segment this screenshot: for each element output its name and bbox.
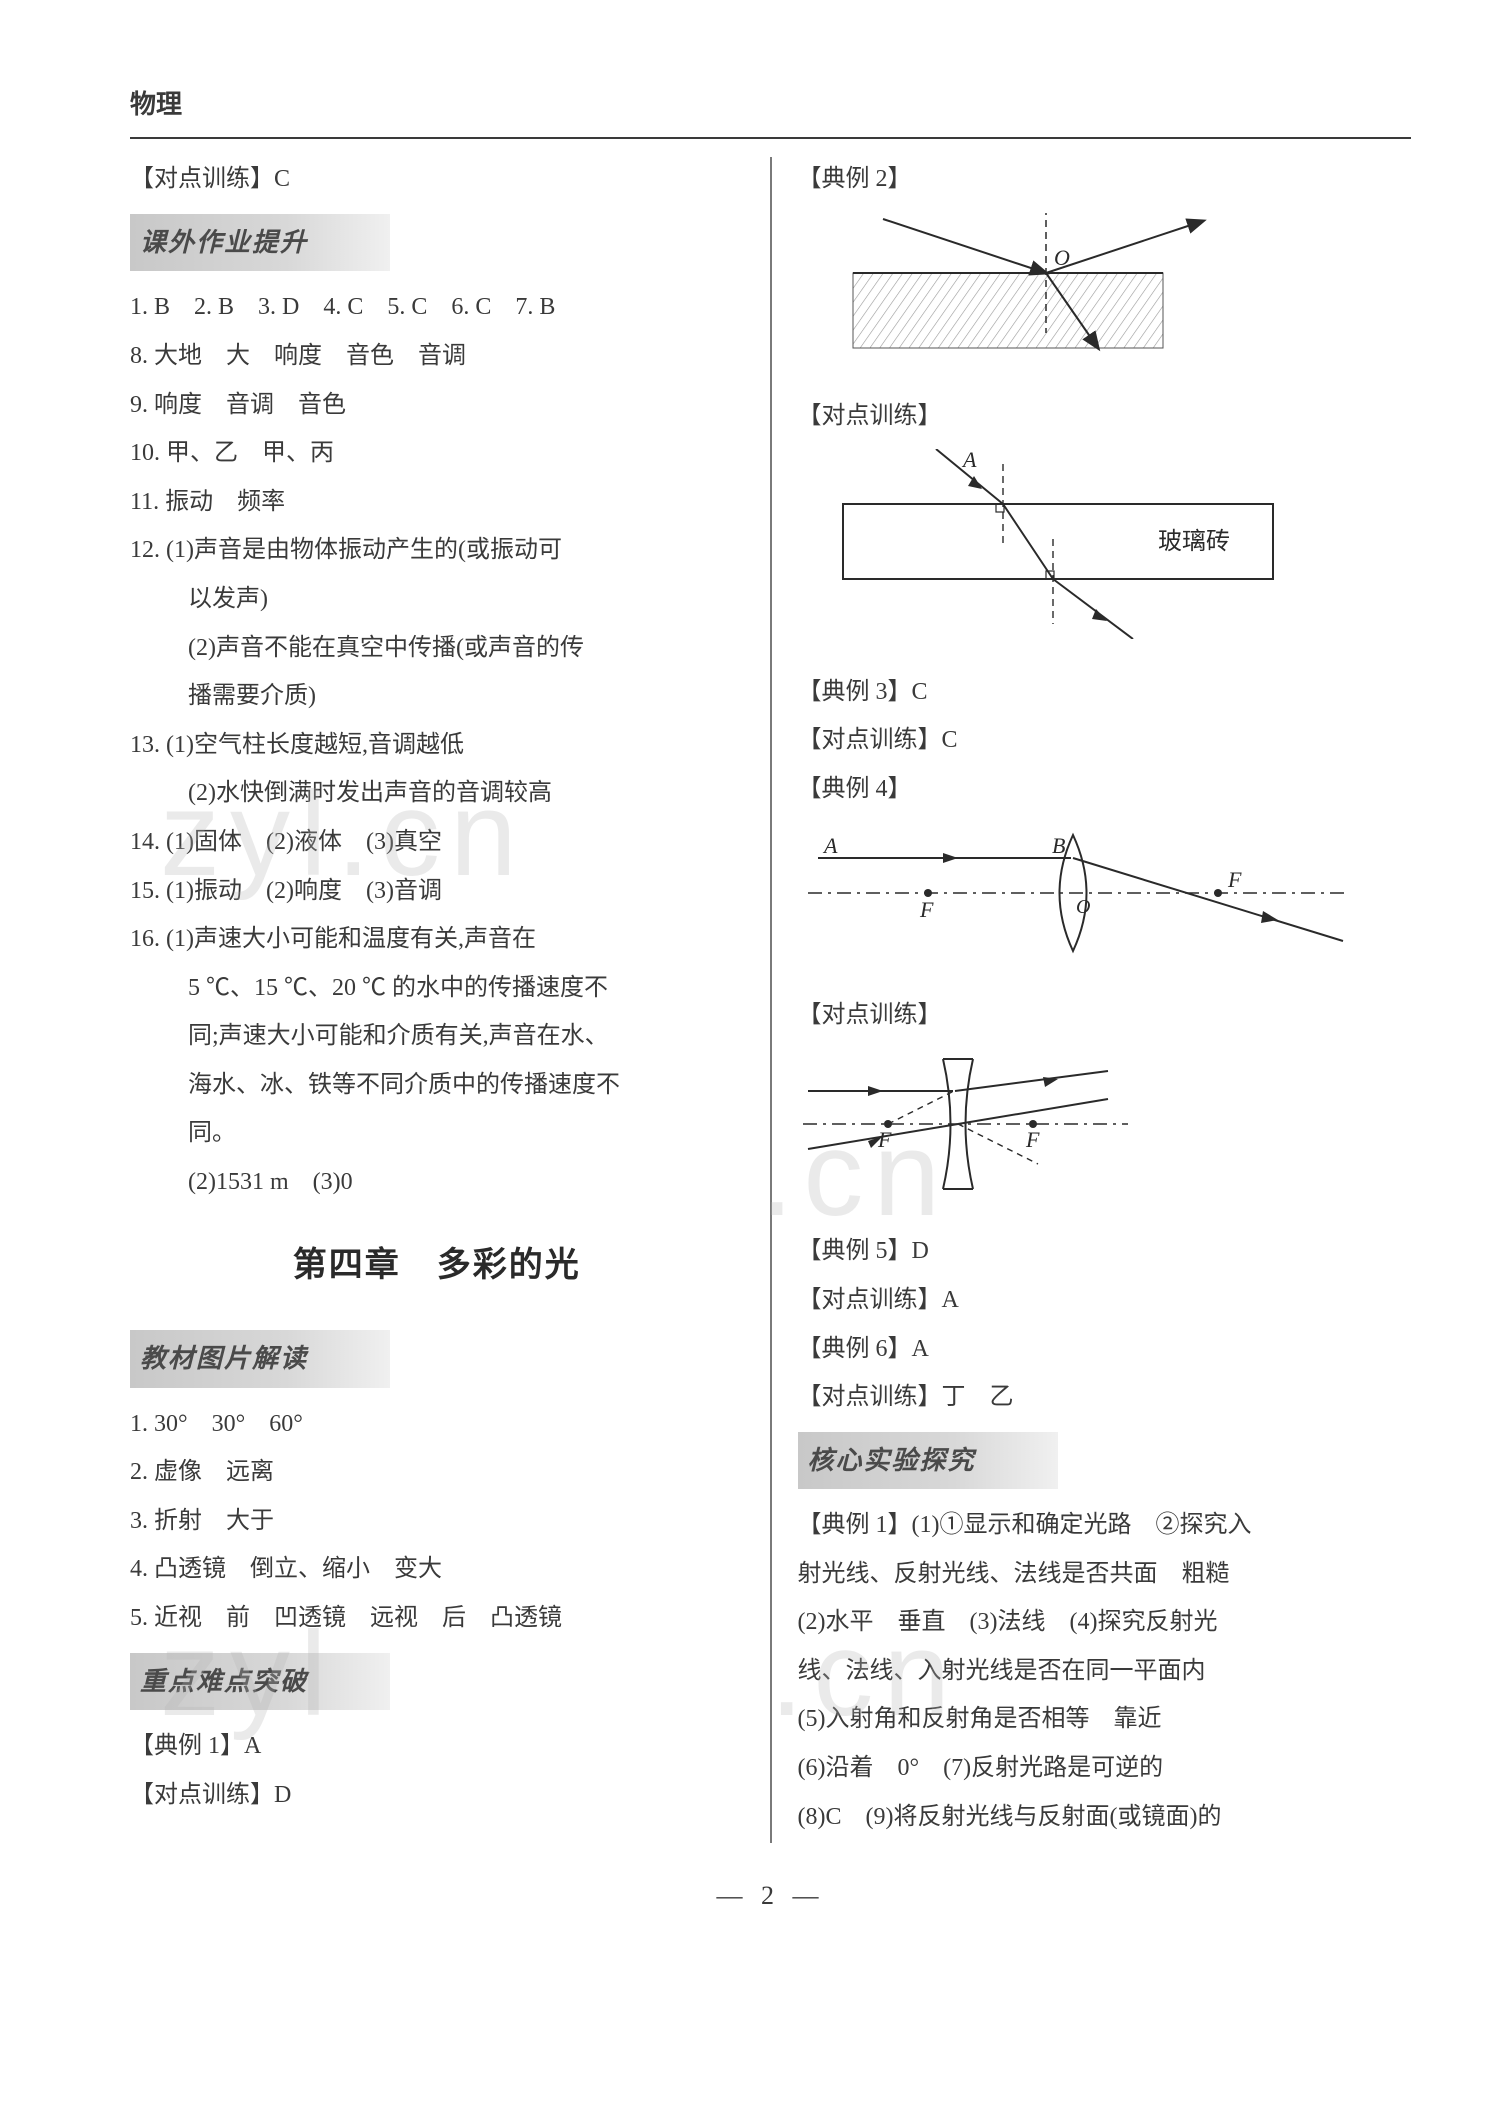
answer-line: 【典例 1】(1)①显示和确定光路 ②探究入 [798, 1503, 1412, 1549]
answer-line: 1. B 2. B 3. D 4. C 5. C 6. C 7. B [130, 285, 744, 331]
answer-line: 13. (1)空气柱长度越短,音调越低 [130, 723, 744, 769]
answer-line: 12. (1)声音是由物体振动产生的(或振动可 [130, 528, 744, 574]
answer-line: (2)声音不能在真空中传播(或声音的传 [130, 626, 744, 672]
answer-line: 14. (1)固体 (2)液体 (3)真空 [130, 820, 744, 866]
answer-line: 同。 [130, 1111, 744, 1157]
answer-line: (2)水快倒满时发出声音的音调较高 [130, 771, 744, 817]
answer-line: 9. 响度 音调 音色 [130, 383, 744, 429]
answer-line: 2. 虚像 远离 [130, 1450, 744, 1496]
glass-label: 玻璃砖 [1158, 528, 1230, 555]
svg-text:F: F [1227, 867, 1242, 892]
answer-line: 3. 折射 大于 [130, 1499, 744, 1545]
svg-text:A: A [822, 833, 838, 858]
answer-line: 以发声) [130, 577, 744, 623]
two-column-layout: 【对点训练】C 课外作业提升 1. B 2. B 3. D 4. C 5. C … [130, 157, 1411, 1843]
answer-line: (6)沿着 0° (7)反射光路是可逆的 [798, 1746, 1412, 1792]
right-column: 【典例 2】 O 【对点训练】 [772, 157, 1412, 1843]
refraction-diagram: O [798, 213, 1412, 380]
answer-line: 1. 30° 30° 60° [130, 1402, 744, 1448]
answer-line: 15. (1)振动 (2)响度 (3)音调 [130, 869, 744, 915]
svg-text:A: A [961, 449, 977, 472]
answer-line: (2)水平 垂直 (3)法线 (4)探究反射光 [798, 1600, 1412, 1646]
subject-header: 物理 [130, 80, 1411, 129]
answer-line: 16. (1)声速大小可能和温度有关,声音在 [130, 917, 744, 963]
answer-line: 【对点训练】A [798, 1278, 1412, 1324]
answer-line: 4. 凸透镜 倒立、缩小 变大 [130, 1547, 744, 1593]
answer-line: 【对点训练】丁 乙 [798, 1375, 1412, 1421]
answer-line: (8)C (9)将反射光线与反射面(或镜面)的 [798, 1795, 1412, 1841]
answer-line: 【对点训练】C [798, 718, 1412, 764]
answer-line: 5. 近视 前 凹透镜 远视 后 凸透镜 [130, 1596, 744, 1642]
header-rule [130, 137, 1411, 139]
svg-text:B: B [1052, 833, 1065, 858]
answer-line: 同;声速大小可能和介质有关,声音在水、 [130, 1014, 744, 1060]
example-label: 【典例 4】 [798, 767, 1412, 813]
section-banner-keypoints: 重点难点突破 [130, 1653, 390, 1710]
answer-line: (5)入射角和反射角是否相等 靠近 [798, 1697, 1412, 1743]
answer-line: (2)1531 m (3)0 [130, 1160, 744, 1206]
left-column: 【对点训练】C 课外作业提升 1. B 2. B 3. D 4. C 5. C … [130, 157, 770, 1843]
concave-lens-diagram: F F [798, 1049, 1412, 1216]
answer-line: 【典例 6】A [798, 1327, 1412, 1373]
answer-line: 5 ℃、15 ℃、20 ℃ 的水中的传播速度不 [130, 966, 744, 1012]
svg-text:F: F [919, 897, 934, 922]
section-banner-homework: 课外作业提升 [130, 214, 390, 271]
answer-line: 【对点训练】D [130, 1773, 744, 1819]
point-o-label: O [1054, 245, 1070, 270]
answer-line: 【对点训练】C [130, 157, 744, 203]
example-label: 【典例 2】 [798, 157, 1412, 203]
section-banner-experiment: 核心实验探究 [798, 1432, 1058, 1489]
answer-line: 播需要介质) [130, 674, 744, 720]
section-banner-textbook: 教材图片解读 [130, 1330, 390, 1387]
answer-line: 射光线、反射光线、法线是否共面 粗糙 [798, 1552, 1412, 1598]
answer-line: 海水、冰、铁等不同介质中的传播速度不 [130, 1063, 744, 1109]
training-label: 【对点训练】 [798, 993, 1412, 1039]
answer-line: 【典例 5】D [798, 1229, 1412, 1275]
answer-line: 10. 甲、乙 甲、丙 [130, 431, 744, 477]
answer-line: 8. 大地 大 响度 音色 音调 [130, 334, 744, 380]
svg-text:O: O [1076, 896, 1090, 918]
answer-line: 【典例 1】A [130, 1724, 744, 1770]
answer-line: 11. 振动 频率 [130, 480, 744, 526]
chapter-title: 第四章 多彩的光 [130, 1234, 744, 1299]
svg-text:F: F [877, 1127, 892, 1152]
answer-line: 线、法线、入射光线是否在同一平面内 [798, 1649, 1412, 1695]
svg-text:F: F [1025, 1127, 1040, 1152]
convex-lens-diagram: A B F O F [798, 823, 1412, 980]
page-number: — 2 — [130, 1871, 1411, 1920]
glass-brick-diagram: A 玻璃砖 [798, 449, 1412, 656]
training-label: 【对点训练】 [798, 394, 1412, 440]
answer-line: 【典例 3】C [798, 670, 1412, 716]
